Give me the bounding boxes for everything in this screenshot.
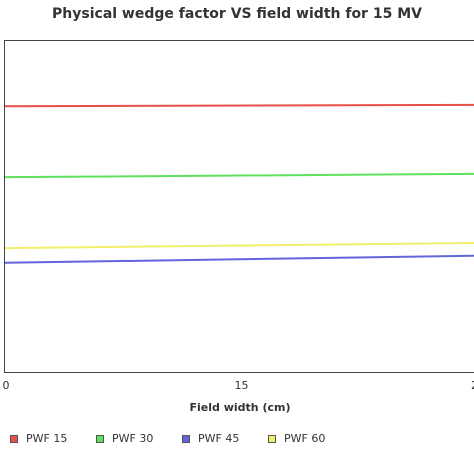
legend-swatch: [182, 434, 190, 443]
legend-swatch: [10, 434, 18, 443]
x-tick-label: 15: [235, 379, 249, 392]
chart-title: Physical wedge factor VS field width for…: [52, 6, 422, 22]
legend-item: PWF 30: [96, 432, 182, 445]
x-tick-label: 0: [3, 379, 10, 392]
series-line-pwf-45: [4, 254, 474, 264]
legend-label: PWF 45: [198, 432, 240, 445]
legend-item: PWF 60: [268, 432, 354, 445]
legend: PWF 15 PWF 30 PWF 45 PWF 60: [10, 432, 354, 445]
legend-label: PWF 30: [112, 432, 154, 445]
legend-item: PWF 15: [10, 432, 96, 445]
series-line-pwf-30: [4, 172, 474, 179]
legend-label: PWF 60: [284, 432, 326, 445]
series-line-pwf-60: [4, 241, 474, 250]
x-tick-layer: 0 15 2: [3, 379, 474, 392]
series-layer: [4, 103, 474, 264]
legend-label: PWF 15: [26, 432, 68, 445]
x-axis-label: Field width (cm): [190, 401, 291, 414]
x-tick-label: 2: [471, 379, 474, 392]
legend-swatch: [268, 434, 276, 443]
plot-frame: [4, 40, 474, 373]
series-line-pwf-15: [4, 103, 474, 108]
legend-item: PWF 45: [182, 432, 268, 445]
legend-swatch: [96, 434, 104, 443]
